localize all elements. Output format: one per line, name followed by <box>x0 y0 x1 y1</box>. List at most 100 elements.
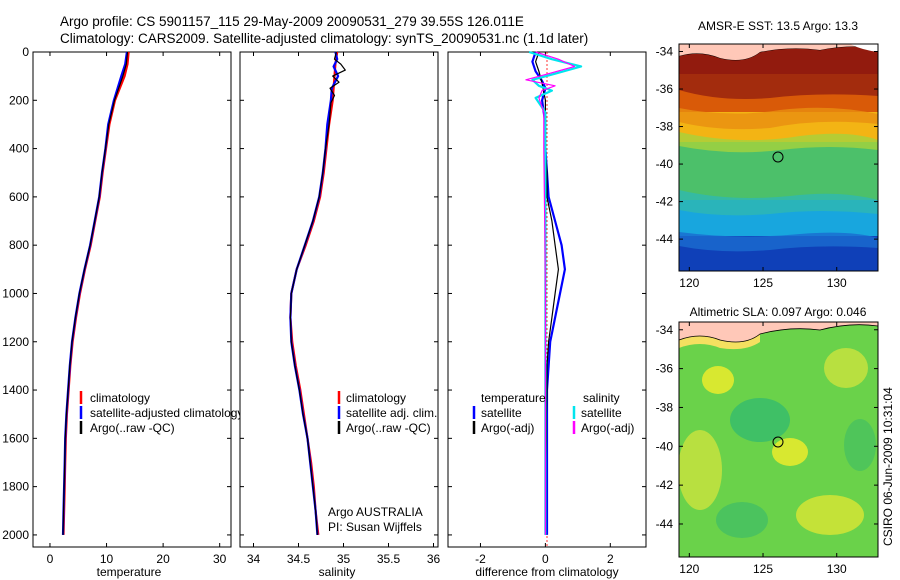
difference-legend: temperature satellite Argo(-adj) salinit… <box>472 391 634 435</box>
y-tick-label: 400 <box>9 142 29 156</box>
y-tick-label: 2000 <box>2 528 29 542</box>
sla-y-ticks: -34 -36 -38 -40 -42 -44 <box>656 323 878 531</box>
sla-map-title: Altimetric SLA: 0.097 Argo: 0.046 <box>690 305 867 319</box>
difference-x-ticks: -2 0 2 <box>475 52 614 566</box>
sst-x-ticks: 120 125 130 <box>679 44 847 290</box>
temperature-xlabel: temperature <box>97 565 162 579</box>
map-y-tick-label: -40 <box>656 157 674 171</box>
temperature-legend-satellite: satellite-adjusted climatology <box>90 406 243 420</box>
salinity-y-ticks <box>240 51 438 536</box>
sla-blob-4 <box>679 430 722 510</box>
difference-panel: -2 0 2 difference from climatology tempera… <box>447 50 647 579</box>
map-x-tick-label: 120 <box>679 276 699 290</box>
map-y-tick-label: -38 <box>656 120 674 134</box>
sst-land-east <box>850 44 878 52</box>
series-line-argo-raw-qc <box>289 51 346 535</box>
footer-stamp: CSIRO 06-Jun-2009 10:31:04 <box>881 387 895 546</box>
y-tick-label: 1800 <box>2 480 29 494</box>
sst-map-panel: AMSR-E SST: 13.5 Argo: 13.3 -34 -36 -38 -40… <box>656 19 879 290</box>
y-tick-label: 1000 <box>2 286 29 300</box>
difference-legend-sal-satellite: satellite <box>581 406 622 420</box>
sst-map-title: AMSR-E SST: 13.5 Argo: 13.3 <box>698 19 858 33</box>
header-line-1: Argo profile: CS 5901157_115 29-May-2009… <box>60 14 524 29</box>
series-line-salinity-argo-adj <box>525 51 576 535</box>
salinity-xlabel: salinity <box>319 565 356 579</box>
map-y-tick-label: -34 <box>656 323 674 337</box>
sla-blob-3 <box>824 348 868 388</box>
y-tick-label: 600 <box>9 190 29 204</box>
sla-blob-1 <box>702 366 734 394</box>
y-tick-label: 1200 <box>2 335 29 349</box>
x-tick-label: 20 <box>156 552 170 566</box>
salinity-panel: 34 34.5 35 35.5 36 salinity climatology sate… <box>239 51 441 579</box>
sla-map-panel: Altimetric SLA: 0.097 Argo: 0.046 -34 -36… <box>656 305 879 576</box>
difference-legend-temp-satellite: satellite <box>481 406 522 420</box>
difference-legend-title-temperature: temperature <box>481 391 546 405</box>
map-y-tick-label: -34 <box>656 45 674 59</box>
sst-transition-4 <box>679 232 878 252</box>
map-y-tick-label: -44 <box>656 517 674 531</box>
temperature-y-ticks: 0 200 400 600 800 1000 1200 1400 1600 1800 2000 <box>2 45 231 542</box>
temperature-panel: 0 200 400 600 800 1000 1200 1400 1600 1800 2000 0 1… <box>2 45 243 579</box>
sst-land <box>679 44 878 60</box>
sla-map-field <box>679 322 878 557</box>
map-x-tick-label: 130 <box>827 276 847 290</box>
x-tick-label: 34 <box>247 552 261 566</box>
map-x-tick-label: 125 <box>753 276 773 290</box>
sla-blob-2 <box>772 438 808 466</box>
salinity-legend-argo: Argo(..raw -QC) <box>346 421 431 435</box>
sst-band-4 <box>679 142 878 200</box>
salinity-legend-climatology: climatology <box>346 391 406 405</box>
x-tick-label: 0 <box>47 552 54 566</box>
x-tick-label: -2 <box>475 552 486 566</box>
y-tick-label: 1600 <box>2 431 29 445</box>
sla-blob-6 <box>730 398 790 442</box>
salinity-legend-satellite: satellite adj. clim. <box>346 406 437 420</box>
map-y-tick-label: -36 <box>656 82 674 96</box>
sst-transition-2 <box>679 132 878 153</box>
sla-argo-marker <box>772 436 784 448</box>
temperature-legend: climatology satellite-adjusted climatolo… <box>79 391 243 435</box>
sla-blob-8 <box>844 419 876 471</box>
sla-x-ticks: 120 125 130 <box>679 322 847 576</box>
sla-blob-7 <box>716 502 768 538</box>
difference-lines <box>525 50 583 535</box>
temperature-lines <box>61 51 130 535</box>
map-y-tick-label: -38 <box>656 400 674 414</box>
y-tick-label: 200 <box>9 93 29 107</box>
temperature-legend-climatology: climatology <box>90 391 150 405</box>
sst-transition-1 <box>679 107 878 130</box>
sla-map-frame <box>678 321 879 558</box>
x-tick-label: 35.5 <box>377 552 401 566</box>
x-tick-label: 36 <box>427 552 441 566</box>
salinity-legend: climatology satellite adj. clim. Argo(..… <box>337 391 437 435</box>
map-y-tick-label: -36 <box>656 362 674 376</box>
x-tick-label: 35 <box>337 552 351 566</box>
temperature-axes-frame <box>32 51 232 548</box>
difference-legend-temp-argo: Argo(-adj) <box>481 421 534 435</box>
sst-map-frame <box>678 43 879 272</box>
sla-land <box>679 322 878 342</box>
difference-legend-title-salinity: salinity <box>583 391 620 405</box>
salinity-lines <box>289 51 346 536</box>
difference-y-ticks <box>448 51 646 536</box>
map-x-tick-label: 130 <box>827 562 847 576</box>
y-tick-label: 0 <box>22 45 29 59</box>
sst-y-ticks: -34 -36 -38 -40 -42 -44 <box>656 45 878 246</box>
y-tick-label: 1400 <box>2 383 29 397</box>
temperature-x-ticks: 0 10 20 30 <box>47 52 227 566</box>
sla-coast-patch <box>679 334 760 350</box>
x-tick-label: 30 <box>213 552 227 566</box>
map-y-tick-label: -42 <box>656 478 674 492</box>
credit-line-2: PI: Susan Wijffels <box>328 520 422 534</box>
map-y-tick-label: -40 <box>656 439 674 453</box>
credit-line-1: Argo AUSTRALIA <box>328 505 423 519</box>
x-tick-label: 34.5 <box>287 552 311 566</box>
map-x-tick-label: 120 <box>679 562 699 576</box>
difference-xlabel: difference from climatology <box>475 565 618 579</box>
map-y-tick-label: -44 <box>656 232 674 246</box>
map-y-tick-label: -42 <box>656 195 674 209</box>
x-tick-label: 10 <box>100 552 114 566</box>
sla-blob-5 <box>796 495 864 535</box>
salinity-axes-frame <box>239 51 439 548</box>
